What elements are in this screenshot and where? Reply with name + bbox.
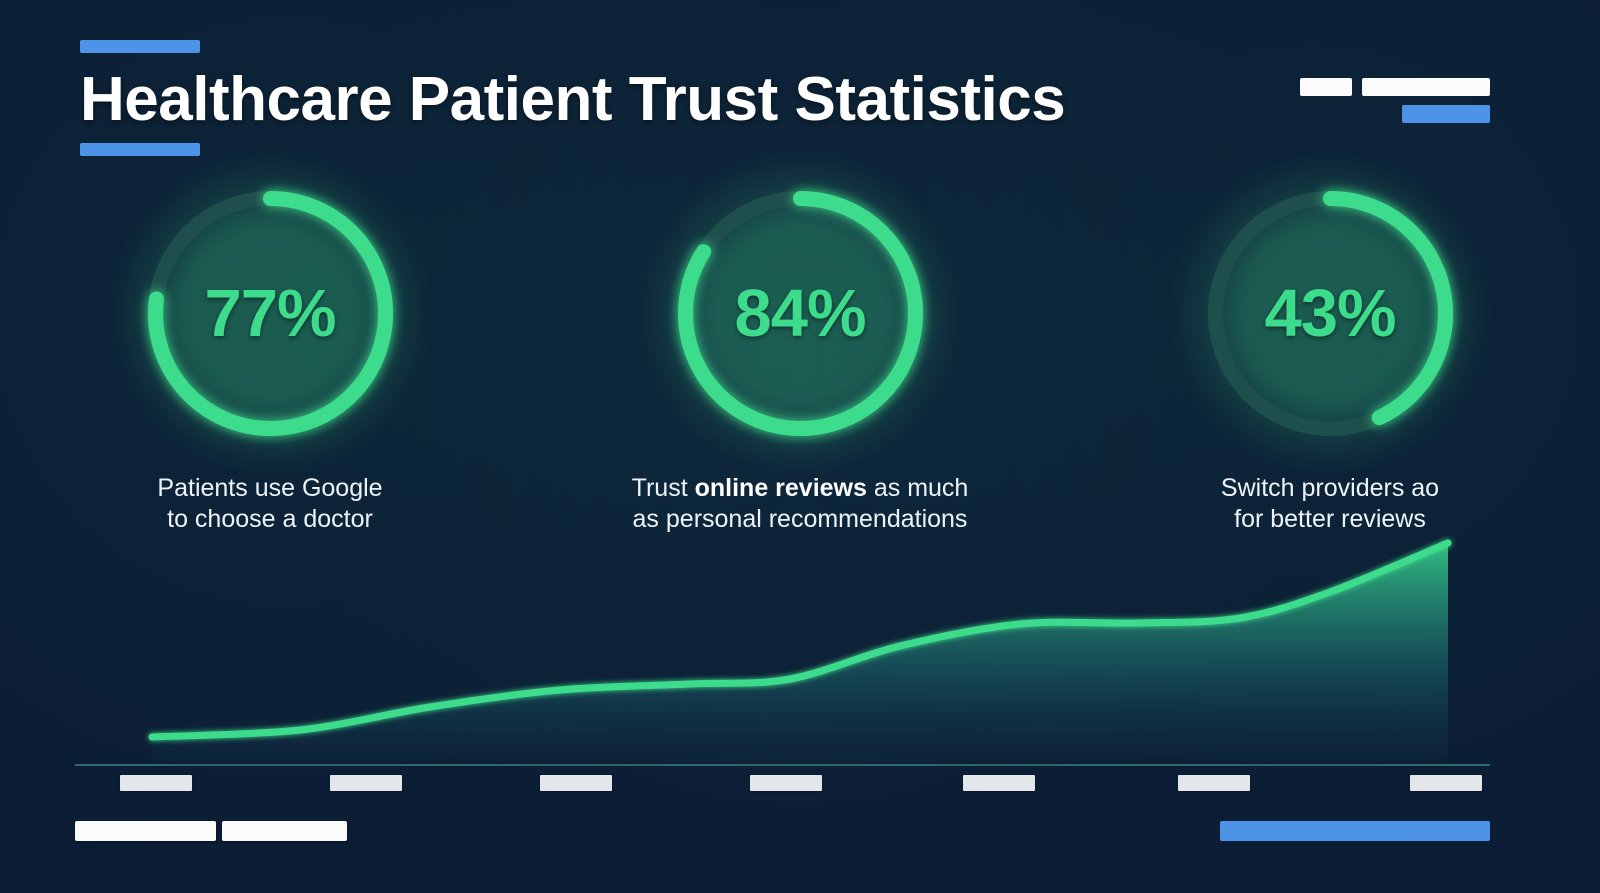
decoration-bar-white-long: [1362, 78, 1490, 96]
axis-tick-label-2: [540, 775, 612, 791]
donut-chart-icon-1: [677, 191, 923, 436]
header: Healthcare Patient Trust Statistics: [80, 40, 1066, 156]
page-title: Healthcare Patient Trust Statistics: [80, 65, 1066, 134]
stat-card-1: 84% Trust online reviews as much as perso…: [610, 154, 990, 534]
stat-caption-2: Switch providers ao for better reviews: [1220, 474, 1440, 533]
footer-bar-white-1: [222, 821, 347, 841]
stat-value-2: 43%: [1264, 276, 1396, 351]
axis-tick-labels: [0, 775, 1600, 793]
decoration-bar-blue: [1402, 105, 1490, 123]
axis-tick-label-1: [330, 775, 402, 791]
axis-tick-label-6: [1410, 775, 1482, 791]
area-chart-line: [148, 539, 1452, 741]
area-chart-svg: [75, 539, 1490, 766]
stat-value-0: 77%: [204, 276, 336, 351]
stat-card-2: 43% Switch providers ao for better review…: [1140, 154, 1520, 534]
top-right-decoration: [1300, 78, 1490, 123]
ring-glow-2: [1170, 154, 1490, 473]
stat-ring-group: 77% Patients use Google to choose a docto…: [0, 154, 1600, 534]
trend-area-chart: [0, 520, 1600, 780]
title-accent-bar-bottom: [80, 143, 200, 156]
stat-value-1: 84%: [734, 276, 866, 351]
donut-chart-icon-0: [147, 191, 393, 436]
ring-glow-1: [640, 154, 960, 473]
stat-caption-1: Trust online reviews as much as personal …: [631, 474, 969, 533]
donut-ring-0: 77%: [110, 154, 430, 473]
axis-tick-label-4: [963, 775, 1035, 791]
footer-bar-white-0: [75, 821, 216, 841]
axis-tick-label-3: [750, 775, 822, 791]
axis-tick-label-0: [120, 775, 192, 791]
area-chart-fill: [152, 543, 1448, 765]
decoration-white-row: [1300, 78, 1490, 96]
stat-caption-0: Patients use Google to choose a doctor: [157, 474, 383, 533]
donut-chart-icon-2: [1207, 191, 1453, 436]
ring-glow-0: [110, 154, 430, 473]
decoration-bar-white-short: [1300, 78, 1352, 96]
title-accent-bar-top: [80, 40, 200, 53]
donut-ring-2: 43%: [1170, 154, 1490, 473]
axis-tick-label-5: [1178, 775, 1250, 791]
stat-card-0: 77% Patients use Google to choose a docto…: [80, 154, 460, 534]
donut-ring-1: 84%: [640, 154, 960, 473]
footer-bar-blue-2: [1220, 821, 1490, 841]
